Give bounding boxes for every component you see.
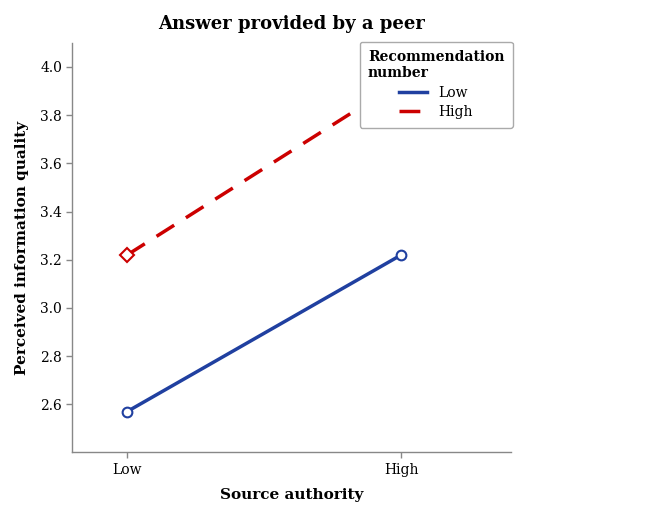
Title: Answer provided by a peer: Answer provided by a peer: [158, 15, 425, 33]
Y-axis label: Perceived information quality: Perceived information quality: [15, 120, 29, 375]
X-axis label: Source authority: Source authority: [220, 488, 363, 502]
Legend: Low, High: Low, High: [359, 42, 513, 128]
